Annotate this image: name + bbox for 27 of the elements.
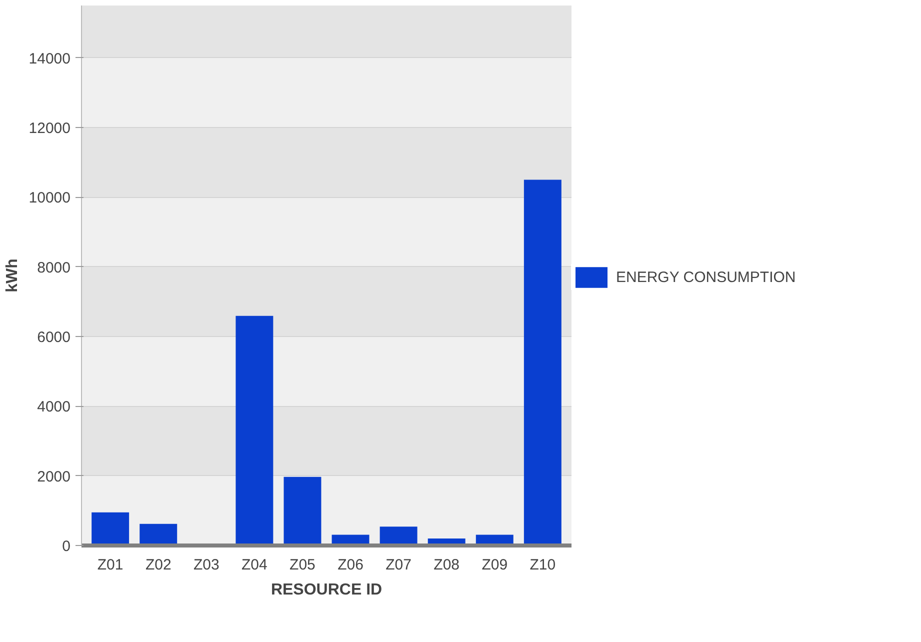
x-tick-label: Z07 — [386, 556, 412, 574]
y-tick-label: 14000 — [28, 50, 71, 68]
bar — [236, 316, 274, 546]
x-tick-label: Z03 — [193, 556, 220, 574]
bar — [284, 476, 322, 546]
x-tick-label: Z09 — [482, 556, 508, 574]
x-axis-title: RESOURCE ID — [270, 582, 382, 598]
x-tick-label: Z01 — [97, 556, 124, 574]
bar — [140, 524, 178, 546]
y-tick-label: 8000 — [37, 259, 71, 276]
x-tick-label: Z08 — [434, 556, 460, 574]
x-tick-label: Z05 — [290, 556, 316, 574]
bar — [380, 526, 418, 546]
x-tick-label: Z02 — [145, 556, 172, 574]
y-tick-label: 12000 — [28, 120, 71, 137]
y-tick-label: 4000 — [37, 398, 71, 416]
x-tick-label: Z04 — [242, 556, 268, 574]
x-tick-label: Z06 — [338, 556, 364, 574]
y-tick-label: 6000 — [37, 328, 71, 346]
y-tick-label: 2000 — [37, 468, 71, 486]
y-tick-label: 0 — [62, 538, 70, 555]
legend-label: ENERGY CONSUMPTION — [616, 268, 796, 286]
x-tick-label: Z10 — [530, 556, 556, 574]
bar — [524, 180, 562, 546]
bar — [92, 512, 130, 546]
y-axis-title: kWh — [4, 258, 21, 292]
y-tick-label: 10000 — [28, 190, 71, 207]
